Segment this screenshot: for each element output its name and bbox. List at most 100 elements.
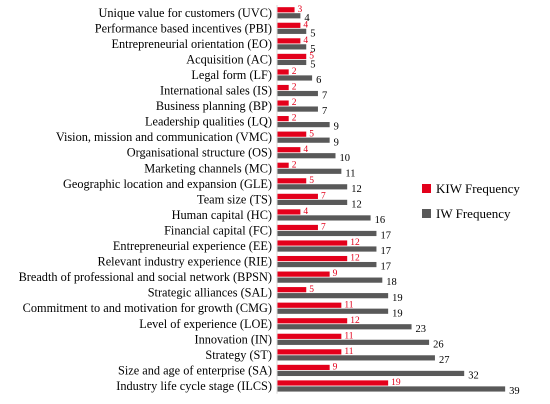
bar-kiw-st [277,349,342,355]
category-label-uvc: Unique value for customers (UVC) [99,6,272,20]
category-label-fc: Financial capital (FC) [164,223,272,237]
bar-kiw-lf [277,69,289,75]
category-label-loe: Level of experience (LOE) [139,317,272,331]
category-label-bp: Business planning (BP) [156,99,272,113]
bar-kiw-rie [277,255,348,262]
bar-iw-vmc [277,137,330,143]
value-label-iw-uvc: 4 [304,13,310,24]
bar-kiw-os [277,147,301,153]
value-label-iw-pbi: 5 [310,28,315,39]
value-label-kiw-is: 2 [292,83,297,93]
legend-label-kiw: KIW Frequency [436,181,520,196]
value-label-iw-eo: 5 [310,44,315,55]
bar-kiw-in [277,333,342,339]
category-label-ee: Entrepreneurial experience (EE) [113,239,272,253]
category-label-pbi: Performance based incentives (PBI) [95,21,272,35]
value-label-kiw-cmg: 11 [344,300,353,310]
value-label-kiw-sal: 5 [309,285,314,295]
bar-iw-is [277,90,318,97]
category-label-rie: Relevant industry experience (RIE) [98,255,272,269]
value-label-kiw-ac: 5 [309,52,314,62]
value-label-kiw-mc: 2 [292,160,297,170]
value-label-iw-bpsn: 18 [386,277,397,288]
value-label-iw-ee: 17 [380,246,391,257]
bar-kiw-hc [277,209,301,215]
category-label-eo: Entrepreneurial orientation (EO) [112,37,272,51]
bar-kiw-sal [277,287,307,293]
value-label-kiw-lq: 2 [292,114,297,124]
legend-label-iw: IW Frequency [436,206,511,221]
bar-iw-sa [277,370,465,377]
value-label-kiw-ee: 12 [350,238,360,248]
bar-iw-sal [277,293,389,299]
value-label-iw-loe: 23 [416,324,427,335]
bar-iw-in [277,339,430,345]
bar-iw-cmg [277,308,389,314]
value-label-kiw-st: 11 [344,347,353,357]
legend: KIW Frequency IW Frequency [422,181,520,221]
value-label-iw-lq: 9 [334,122,339,133]
bar-kiw-ac [277,53,307,60]
category-label-ts: Team size (TS) [197,192,272,206]
value-label-kiw-ts: 7 [321,191,326,201]
bar-kiw-uvc [277,7,295,13]
value-label-kiw-uvc: 3 [298,5,303,15]
bar-iw-bp [277,106,318,112]
value-label-iw-sa: 32 [468,371,479,382]
bar-iw-pbi [277,28,307,34]
bar-iw-uvc [277,13,301,19]
category-label-st: Strategy (ST) [205,348,272,362]
bar-kiw-ilcs [277,380,389,386]
bar-kiw-gle [277,178,307,184]
value-label-iw-bp: 7 [322,106,327,117]
category-label-lf: Legal form (LF) [191,68,272,82]
category-label-sa: Size and age of enterprise (SA) [118,363,272,377]
value-label-kiw-lf: 2 [292,67,297,77]
category-label-ac: Acquisition (AC) [186,52,272,66]
bar-kiw-eo [277,38,301,44]
bar-iw-bpsn [277,277,383,283]
category-label-sal: Strategic alliances (SAL) [148,286,272,300]
bar-kiw-ee [277,240,348,246]
bar-kiw-sa [277,364,330,371]
bar-iw-ilcs [277,386,506,392]
value-label-kiw-eo: 4 [303,36,308,46]
value-label-iw-fc: 17 [380,231,391,242]
value-label-kiw-fc: 7 [321,223,326,233]
category-labels: Unique value for customers (UVC)Performa… [19,6,272,393]
bar-iw-ac [277,59,307,66]
category-label-is: International sales (IS) [160,84,272,98]
bar-kiw-ts [277,193,318,199]
value-label-kiw-hc: 4 [303,207,308,217]
value-label-kiw-sa: 9 [333,363,338,373]
bar-iw-ee [277,246,377,252]
category-label-lq: Leadership qualities (LQ) [145,115,272,129]
bars [277,7,506,392]
value-label-iw-gle: 12 [351,184,362,195]
bar-kiw-lq [277,116,289,122]
value-label-iw-os: 10 [340,153,351,164]
value-label-kiw-bpsn: 9 [333,269,338,279]
category-label-mc: Marketing channels (MC) [144,161,272,175]
data-labels: 3445455526272729594102115127124167171217… [292,5,520,397]
value-label-iw-vmc: 9 [334,137,339,148]
bar-iw-st [277,355,435,361]
bar-kiw-is [277,84,289,91]
value-label-iw-ts: 12 [351,199,362,210]
value-label-iw-ilcs: 39 [509,386,520,397]
bar-iw-loe [277,324,412,330]
bar-iw-eo [277,44,307,50]
value-label-kiw-loe: 12 [350,316,360,326]
legend-swatch-iw [422,209,431,218]
bar-iw-ts [277,199,348,205]
value-label-iw-cmg: 19 [392,308,403,319]
value-label-iw-sal: 19 [392,293,403,304]
legend-swatch-kiw [422,184,431,193]
bar-iw-fc [277,230,377,237]
value-label-kiw-bp: 2 [292,98,297,108]
bar-kiw-mc [277,162,289,168]
category-label-bpsn: Breadth of professional and social netwo… [19,270,272,284]
bar-kiw-loe [277,318,348,324]
bar-iw-gle [277,184,348,190]
